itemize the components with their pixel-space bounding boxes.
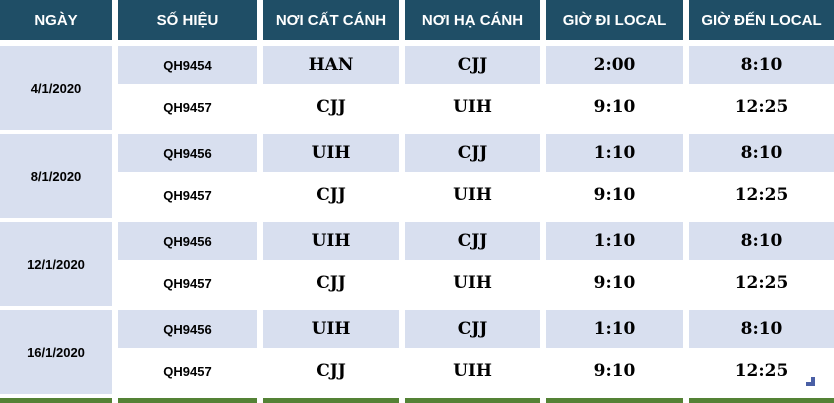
arrival-airport-cell: UIH	[405, 172, 540, 218]
arrival-time-cell: 12:25	[689, 260, 834, 306]
date-cell: 4/1/2020	[0, 46, 112, 130]
flight-number-cell: QH9456	[118, 310, 257, 348]
departure-time-cell: 1:10	[546, 310, 683, 348]
flight-number-cell: QH9456	[118, 134, 257, 172]
arrival-airport-cell: UIH	[405, 348, 540, 394]
corner-resize-handle-part	[806, 382, 815, 386]
arrival-time-cell: 8:10	[689, 310, 834, 348]
arrival-time-cell: 8:10	[689, 222, 834, 260]
departure-time-cell: 1:10	[546, 222, 683, 260]
departure-airport-cell: CJJ	[263, 348, 399, 394]
corner-resize-handle-part	[811, 377, 815, 386]
date-cell: 16/1/2020	[0, 310, 112, 394]
column-header-arrival-airport: NƠI HẠ CÁNH	[405, 0, 540, 40]
flight-number-cell: QH9456	[118, 222, 257, 260]
date-cell: 8/1/2020	[0, 134, 112, 218]
bottom-border-segment	[546, 398, 683, 403]
column-header-date: NGÀY	[0, 0, 112, 40]
arrival-time-cell: 12:25	[689, 348, 834, 394]
flight-number-cell: QH9457	[118, 348, 257, 394]
arrival-airport-cell: CJJ	[405, 310, 540, 348]
flight-number-cell: QH9457	[118, 84, 257, 130]
arrival-airport-cell: CJJ	[405, 222, 540, 260]
date-group: 16/1/2020 QH9456 UIH CJJ 1:10 8:10 QH945…	[0, 310, 834, 394]
bottom-border-segment	[118, 398, 257, 403]
departure-time-cell: 9:10	[546, 348, 683, 394]
departure-airport-cell: CJJ	[263, 260, 399, 306]
departure-airport-cell: UIH	[263, 222, 399, 260]
arrival-time-cell: 12:25	[689, 172, 834, 218]
date-group: 8/1/2020 QH9456 UIH CJJ 1:10 8:10 QH9457…	[0, 134, 834, 218]
arrival-airport-cell: UIH	[405, 260, 540, 306]
arrival-airport-cell: UIH	[405, 84, 540, 130]
date-group: 12/1/2020 QH9456 UIH CJJ 1:10 8:10 QH945…	[0, 222, 834, 306]
departure-time-cell: 1:10	[546, 134, 683, 172]
date-cell: 12/1/2020	[0, 222, 112, 306]
column-header-departure-airport: NƠI CẤT CÁNH	[263, 0, 399, 40]
departure-time-cell: 2:00	[546, 46, 683, 84]
column-header-arrival-time: GIỜ ĐẾN LOCAL	[689, 0, 834, 40]
column-header-flight-number: SỐ HIỆU	[118, 0, 257, 40]
departure-time-cell: 9:10	[546, 172, 683, 218]
flight-number-cell: QH9457	[118, 260, 257, 306]
arrival-time-cell: 8:10	[689, 46, 834, 84]
bottom-border-segment	[405, 398, 540, 403]
arrival-time-cell: 12:25	[689, 84, 834, 130]
departure-airport-cell: UIH	[263, 134, 399, 172]
arrival-airport-cell: CJJ	[405, 134, 540, 172]
departure-time-cell: 9:10	[546, 260, 683, 306]
flight-number-cell: QH9454	[118, 46, 257, 84]
bottom-border-segment	[0, 398, 112, 403]
column-header-departure-time: GIỜ ĐI LOCAL	[546, 0, 683, 40]
departure-airport-cell: CJJ	[263, 84, 399, 130]
arrival-time-cell: 8:10	[689, 134, 834, 172]
departure-time-cell: 9:10	[546, 84, 683, 130]
date-group: 4/1/2020 QH9454 HAN CJJ 2:00 8:10 QH9457…	[0, 46, 834, 130]
table-header-row: NGÀY SỐ HIỆU NƠI CẤT CÁNH NƠI HẠ CÁNH GI…	[0, 0, 834, 40]
corner-resize-handle-icon[interactable]	[806, 377, 815, 386]
departure-airport-cell: CJJ	[263, 172, 399, 218]
arrival-airport-cell: CJJ	[405, 46, 540, 84]
bottom-border-segment	[263, 398, 399, 403]
departure-airport-cell: HAN	[263, 46, 399, 84]
departure-airport-cell: UIH	[263, 310, 399, 348]
flight-number-cell: QH9457	[118, 172, 257, 218]
bottom-border-segment	[689, 398, 834, 403]
table-bottom-border	[0, 398, 834, 403]
